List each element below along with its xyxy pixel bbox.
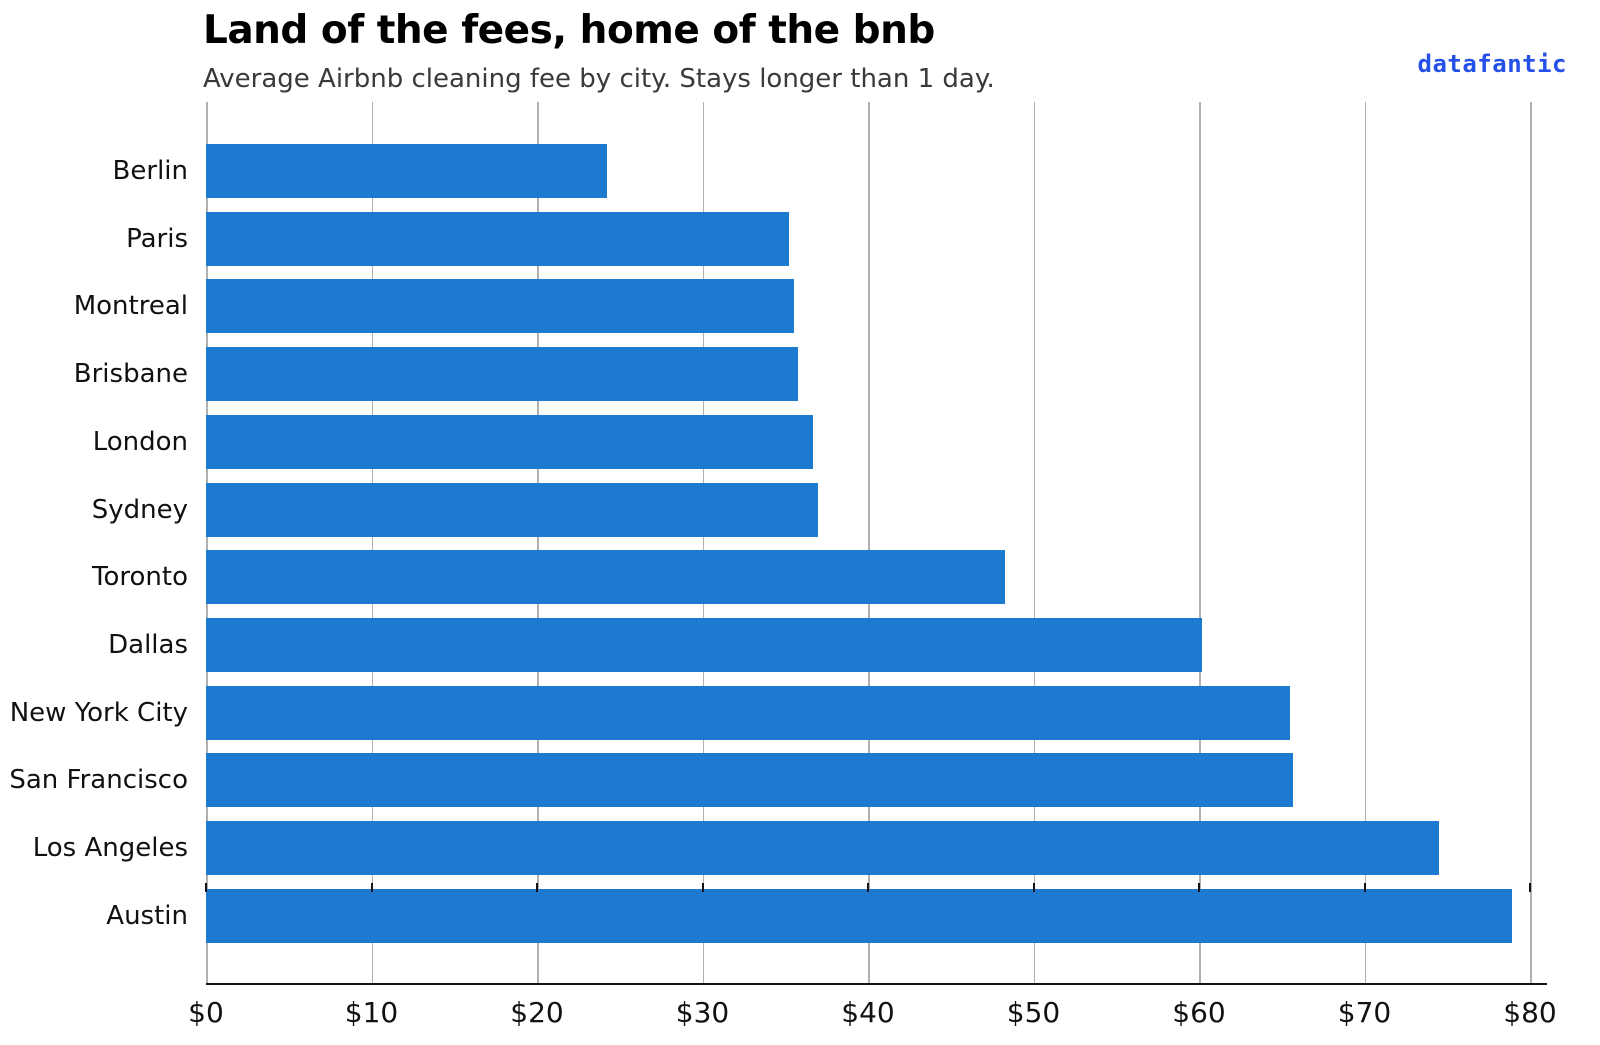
gridline-70 — [1364, 102, 1366, 984]
bar-paris — [206, 211, 789, 266]
x-axis-label-70: $70 — [1337, 996, 1392, 1029]
gridline-40 — [868, 102, 870, 984]
x-axis-tick-40 — [867, 883, 869, 892]
x-axis-tick-0 — [205, 883, 207, 892]
x-axis-label-40: $40 — [841, 996, 895, 1029]
y-axis-label-toronto: Toronto — [92, 562, 188, 593]
x-axis-label-50: $50 — [1006, 996, 1061, 1029]
bar-toronto — [206, 550, 1006, 605]
gridline-80 — [1530, 102, 1532, 984]
y-axis-label-berlin: Berlin — [112, 156, 188, 186]
y-axis-label-paris: Paris — [126, 223, 188, 254]
y-axis-label-sydney: Sydney — [91, 494, 188, 525]
bar-austin — [206, 888, 1512, 943]
gridline-60 — [1199, 102, 1201, 984]
x-axis-line — [206, 982, 1547, 985]
y-axis-label-brisbane: Brisbane — [73, 359, 188, 390]
bar-new-york-city — [206, 685, 1291, 740]
bar-dallas — [206, 617, 1203, 672]
gridline-20 — [537, 102, 539, 984]
gridline-50 — [1033, 102, 1035, 984]
gridline-0 — [206, 102, 208, 984]
y-axis-label-austin: Austin — [106, 900, 188, 931]
x-axis-label-20: $20 — [510, 996, 564, 1029]
bar-san-francisco — [206, 753, 1294, 808]
bar-montreal — [206, 279, 794, 334]
y-axis-label-new-york-city: New York City — [9, 697, 188, 728]
gridline-30 — [702, 102, 704, 984]
x-axis-tick-30 — [701, 883, 704, 892]
bar-berlin — [206, 144, 607, 198]
y-axis-label-montreal: Montreal — [73, 291, 188, 322]
x-axis-label-80: $80 — [1503, 996, 1557, 1029]
x-axis-label-60: $60 — [1172, 996, 1226, 1029]
chart-title: Land of the fees, home of the bnb — [203, 8, 935, 53]
x-axis-label-0: $0 — [188, 996, 224, 1029]
x-axis-label-10: $10 — [344, 996, 399, 1029]
plot-area — [206, 102, 1547, 985]
x-axis-label-30: $30 — [675, 996, 730, 1029]
brand-logo: datafantic — [1417, 50, 1567, 78]
bar-sydney — [206, 482, 819, 537]
chart-subtitle: Average Airbnb cleaning fee by city. Sta… — [203, 64, 995, 94]
gridline-10 — [371, 102, 373, 984]
bar-london — [206, 414, 814, 469]
bar-los-angeles — [206, 821, 1439, 875]
y-axis-label-los-angeles: Los Angeles — [32, 833, 188, 863]
x-axis-tick-50 — [1032, 883, 1035, 892]
x-axis-tick-10 — [370, 883, 373, 892]
x-axis-tick-60 — [1198, 883, 1200, 892]
x-axis-tick-70 — [1363, 883, 1366, 892]
bar-brisbane — [206, 347, 799, 402]
y-axis-label-dallas: Dallas — [108, 629, 188, 660]
x-axis-tick-20 — [536, 883, 538, 892]
y-axis-label-london: London — [92, 426, 188, 457]
x-axis-tick-80 — [1529, 883, 1531, 892]
y-axis-label-san-francisco: San Francisco — [9, 765, 188, 796]
